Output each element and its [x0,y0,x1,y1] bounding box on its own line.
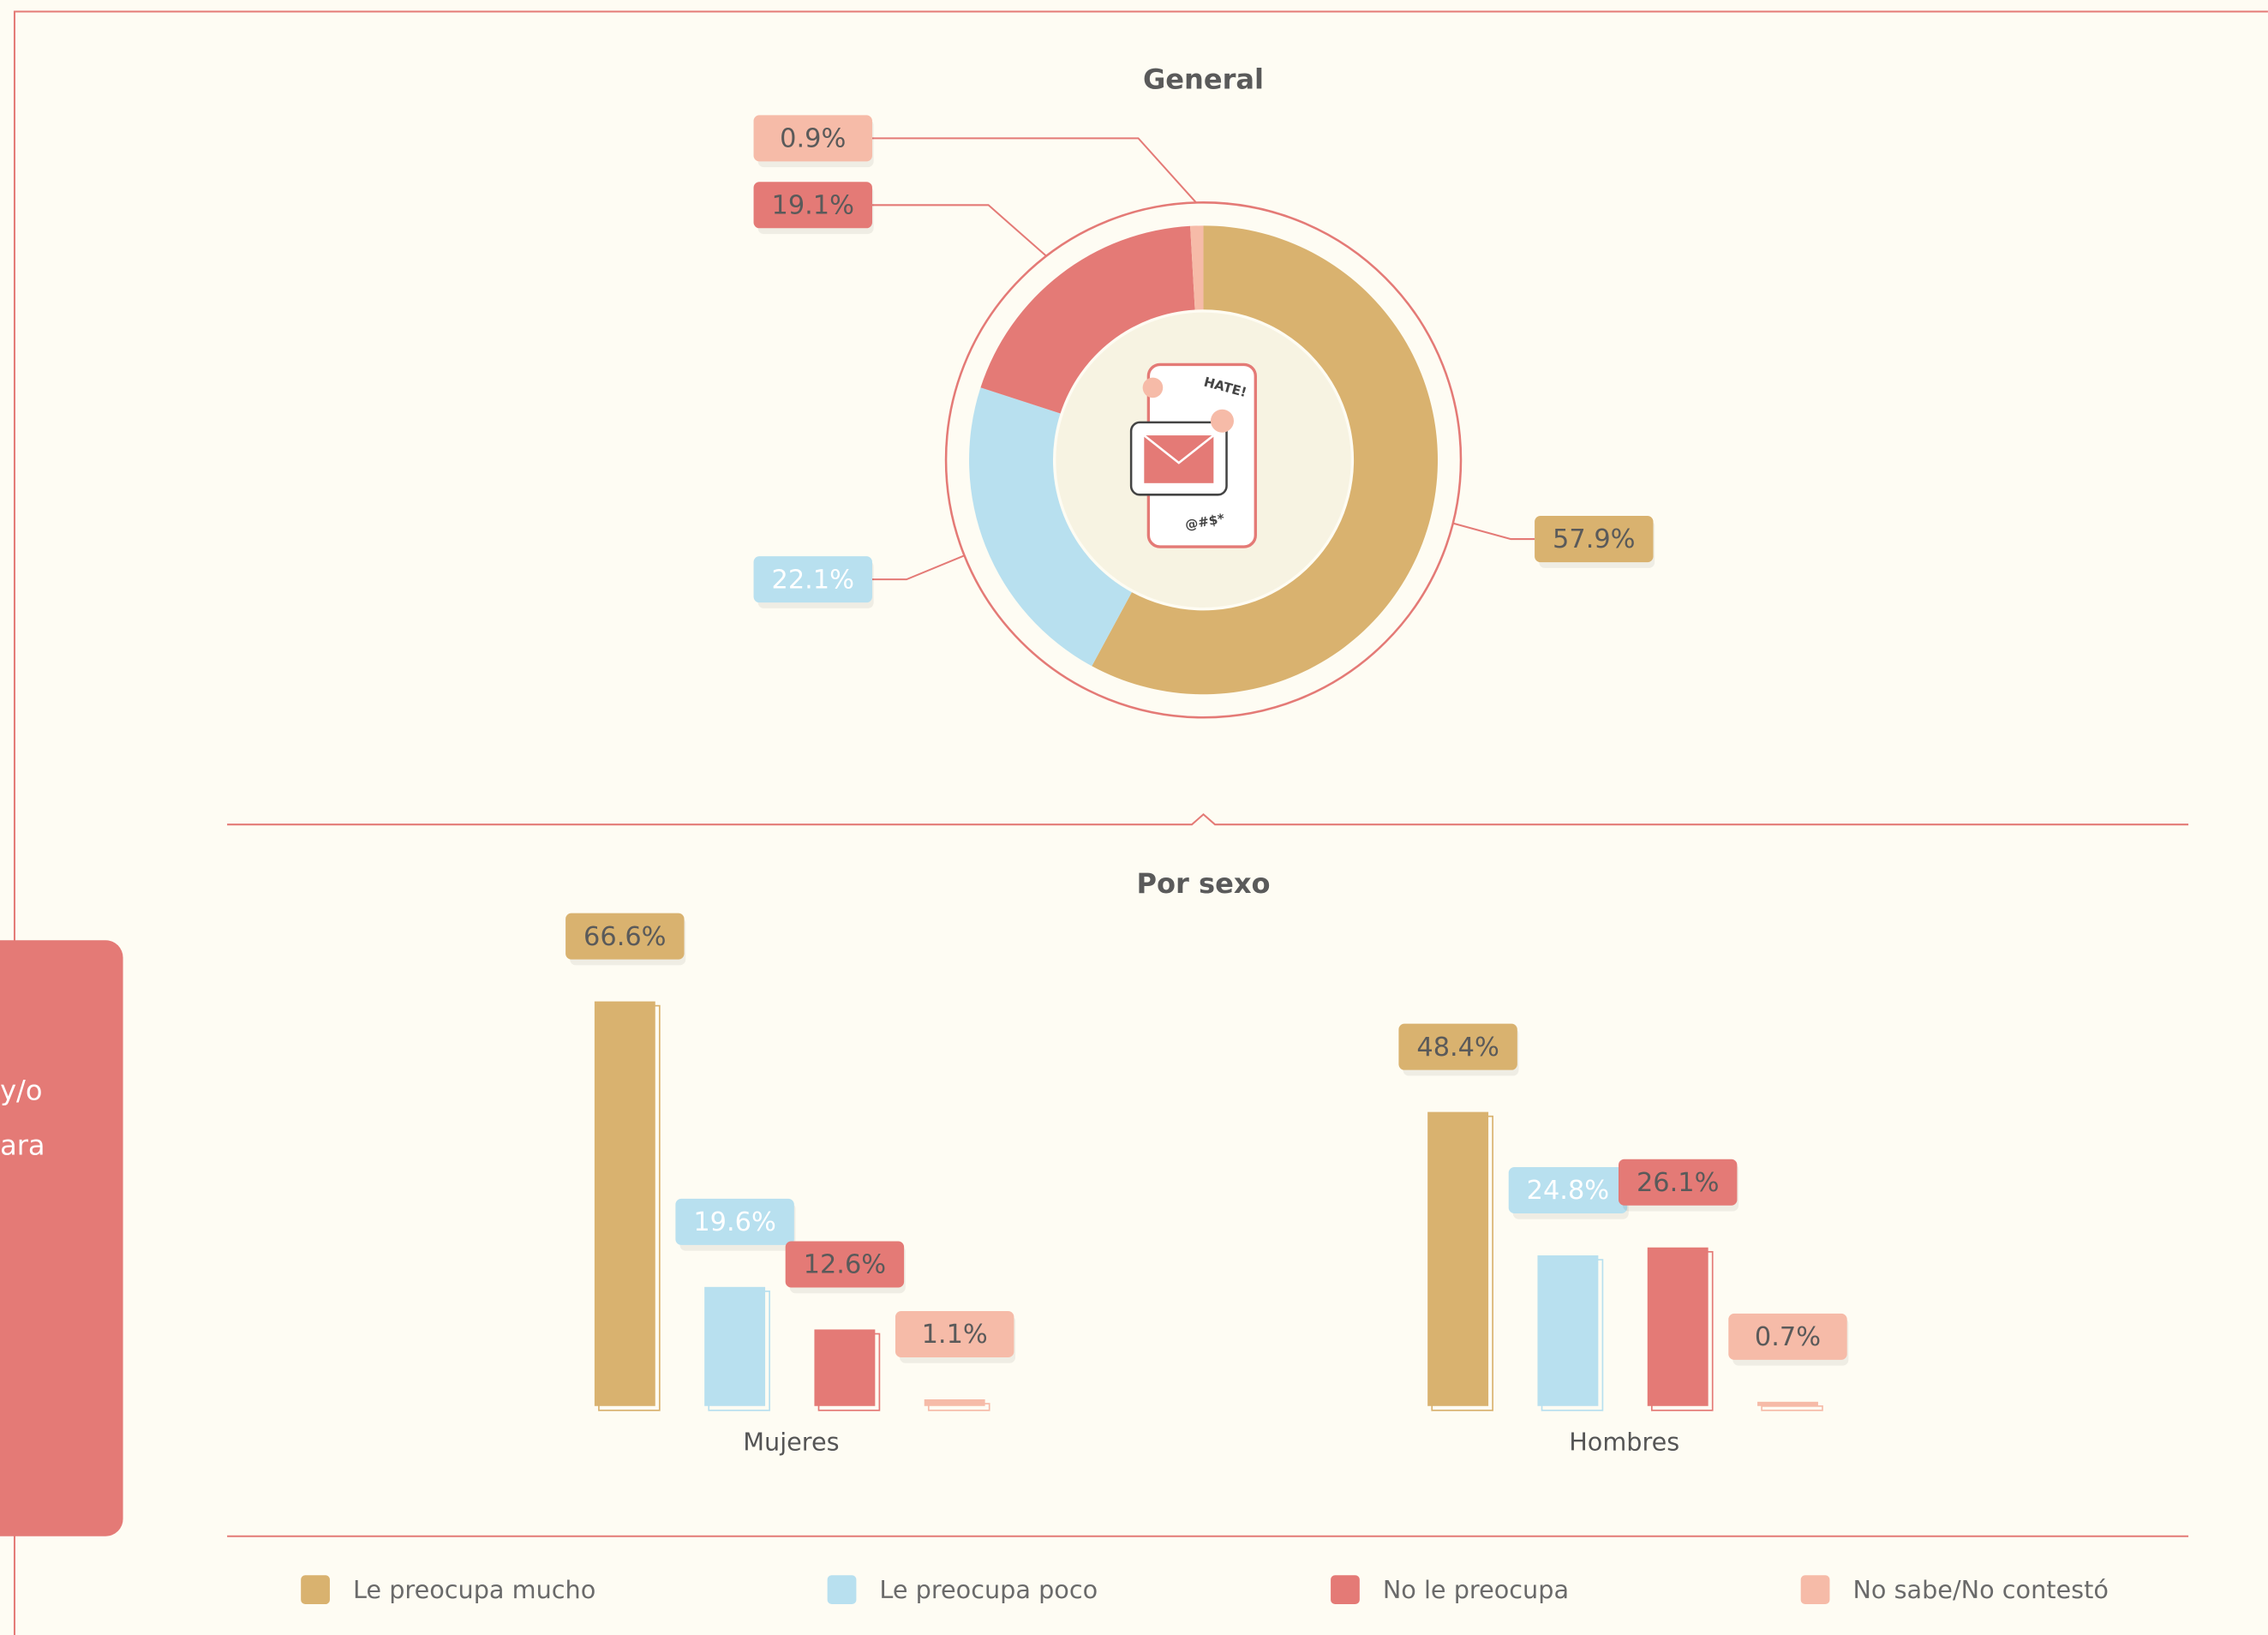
page: y/o ara General Por sexo 57.9% 22.1% 19.1%… [0,0,2268,1635]
value-label: 0.9% [780,124,846,154]
legend-label: No le preocupa [1383,1575,1569,1604]
bar [704,1287,765,1406]
legend-swatch [1801,1575,1830,1604]
bar [595,1002,655,1406]
side-panel-text: ara [0,1129,45,1162]
legend-label: No sabe/No contestó [1852,1575,2108,1604]
chart-title: General [1143,63,1264,96]
value-label: 19.6% [693,1207,776,1237]
value-label: 57.9% [1553,524,1636,554]
legend-swatch [1331,1575,1360,1604]
chart-title: Por sexo [1137,867,1271,900]
value-label: 26.1% [1637,1168,1719,1198]
bar [1427,1112,1488,1406]
value-label: 66.6% [583,922,667,952]
legend-swatch [301,1575,330,1604]
infographic: y/o ara General Por sexo 57.9% 22.1% 19.1%… [0,0,2268,1635]
legend-label: Le preocupa mucho [353,1575,595,1604]
bar [1757,1402,1818,1406]
value-label: 19.1% [772,190,854,220]
value-label: 48.4% [1416,1033,1499,1063]
category-label: Hombres [1569,1428,1679,1457]
skull [1211,410,1234,433]
value-label: 12.6% [804,1250,887,1280]
bar [1537,1255,1598,1406]
bar [814,1329,875,1405]
side-panel-text: y/o [0,1074,42,1106]
bar [1648,1248,1708,1406]
legend-label: Le preocupa poco [879,1575,1098,1604]
emoji [1143,378,1164,398]
value-label: 22.1% [772,565,854,595]
value-label: 1.1% [922,1320,988,1350]
value-label: 24.8% [1527,1176,1610,1206]
illustration: HATE! @#$* [1056,313,1350,608]
side-panel [0,940,123,1536]
value-label: 0.7% [1755,1322,1821,1352]
bar [925,1399,985,1406]
category-label: Mujeres [743,1428,839,1457]
legend-swatch [828,1575,857,1604]
